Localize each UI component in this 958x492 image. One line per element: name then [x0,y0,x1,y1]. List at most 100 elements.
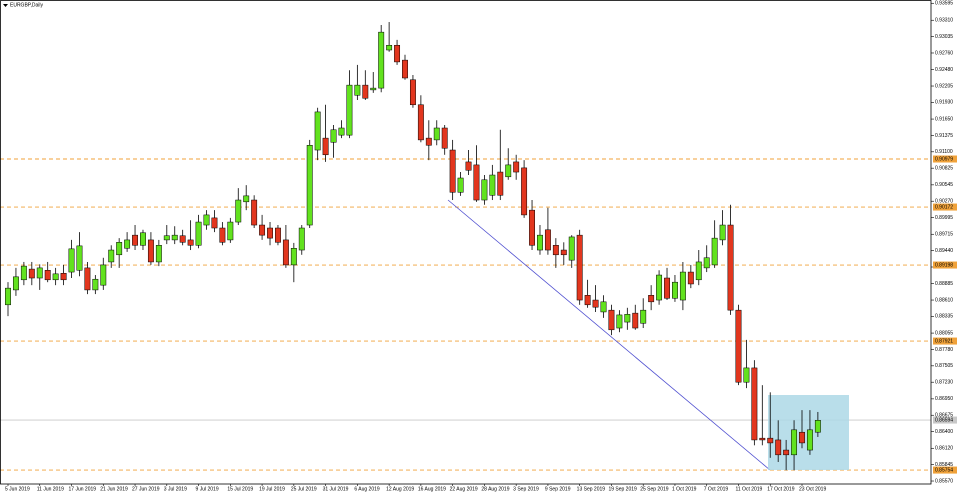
grid-layer [0,158,931,471]
candle-body [719,224,726,241]
y-tick-label: 0.88055 [935,330,953,336]
level-label: 0.89198 [935,262,953,268]
candle-body [640,309,647,324]
candle-body [235,199,242,223]
candle-body [187,239,194,246]
candle-body [695,261,702,281]
candle-body [703,257,710,269]
level-label-box [933,466,957,474]
candle-body [12,276,19,291]
x-tick-label: 23 Oct 2019 [799,486,826,492]
y-tick-label: 0.88885 [935,281,953,287]
candle-body [267,227,273,239]
x-tick-label: 13 Sep 2019 [577,486,606,492]
x-tick-label: 28 Aug 2019 [481,486,509,492]
y-tick-label: 0.89995 [935,215,953,221]
candle-body [108,249,115,263]
x-tick-label: 27 Jun 2019 [132,486,160,492]
candle-body [806,429,813,451]
candle-body [362,84,369,99]
candle-body [727,224,734,311]
y-tick-label: 0.86675 [935,413,953,419]
candle-body [60,273,67,281]
y-tick-label: 0.86120 [935,446,953,452]
candle-body [679,271,686,301]
candle-body [259,224,266,236]
candle-body [409,79,416,106]
x-tick-label: 21 Jun 2019 [100,486,128,492]
plot-frame [0,0,932,485]
candle-body [163,235,170,241]
y-tick-label: 0.93035 [935,34,953,40]
x-tick-label: 11 Jun 2019 [37,486,64,492]
candle-body [608,309,615,331]
y-tick-label: 0.91100 [935,149,953,155]
candle-body [20,265,27,281]
x-tick-label: 25 Jul 2019 [291,486,317,492]
candle-body [322,137,329,156]
candle-body [656,274,663,301]
candle-body [735,309,742,383]
candle-body [425,137,432,146]
y-tick-label: 0.87230 [935,380,953,386]
candle-body [155,245,162,263]
candle-body [616,314,623,329]
candle-body [314,111,321,151]
chart-title: EURGBP,Daily [10,2,43,8]
candle-body [290,248,297,266]
y-tick-label: 0.85845 [935,462,953,468]
y-tick-label: 0.90825 [935,166,953,172]
candle-body [552,245,559,256]
candle-body [560,249,567,256]
candle-body [171,234,178,241]
candle-body [751,367,758,441]
candle-body [147,239,154,263]
candle-body [791,429,798,456]
candle-body [537,234,543,251]
candle-body [243,195,250,203]
candle-body [346,84,353,136]
x-tick-label: 6 Aug 2019 [354,486,380,492]
level-label-box [933,337,957,345]
candle-body [370,87,377,91]
candle-body [783,449,790,456]
x-tick-label: 15 Jul 2019 [227,486,253,492]
candle-body [219,227,226,243]
candle-body [481,179,488,201]
y-tick-label: 0.85570 [935,478,953,484]
candle-body [28,268,35,279]
x-tick-label: 22 Aug 2019 [450,486,478,492]
y-tick-label: 0.92760 [935,50,953,56]
candle-body [457,177,464,193]
candle-body [544,229,551,251]
level-label: 0.90172 [935,204,953,210]
y-tick-label: 0.88610 [935,297,953,303]
candle-body [330,129,337,143]
candle-body [36,267,43,279]
candle-body [799,431,805,444]
candle-body [84,267,91,291]
x-tick-label: 17 Oct 2019 [767,486,794,492]
candle-body [687,271,694,285]
candle-body [568,236,575,261]
candle-body [672,281,678,299]
candle-body [632,312,639,329]
x-tick-label: 3 Sep 2019 [513,486,539,492]
level-label-box [933,155,957,163]
y-tick-label: 0.89440 [935,248,953,254]
candle-body [449,149,456,193]
level-label-box [933,261,957,269]
candle-body [529,209,535,246]
candle-body [767,437,774,444]
trend-line [447,199,771,471]
candle-body [52,273,59,281]
level-label-box [933,203,957,211]
y-tick-label: 0.93595 [935,1,953,7]
candle-body [140,232,146,246]
candle-body [576,234,583,301]
candle-body [521,167,528,216]
title-icon [3,4,8,7]
candle-body [306,145,313,226]
candle-body [386,44,393,51]
